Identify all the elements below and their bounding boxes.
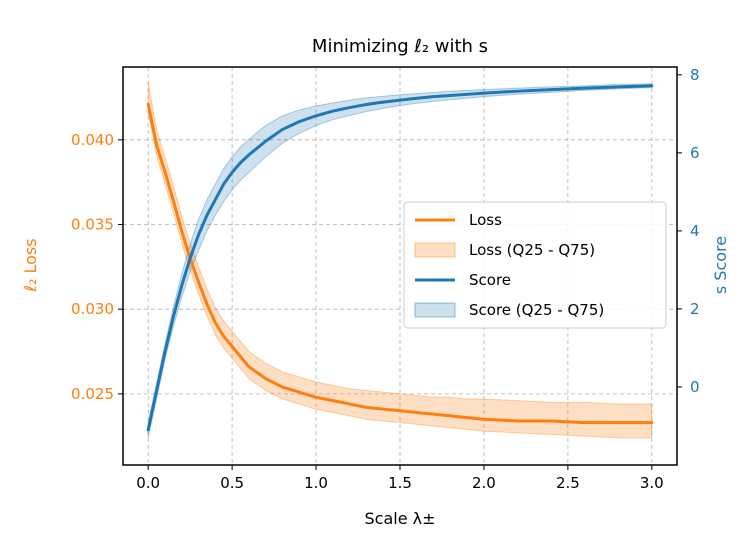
y-right-tick-label: 2 (690, 300, 700, 318)
legend-label: Score (469, 271, 511, 289)
y-left-tick-label: 0.040 (71, 131, 114, 149)
legend-box (403, 201, 667, 329)
y-right-tick-label: 8 (690, 66, 700, 84)
score-line (146, 84, 654, 432)
legend-label: Score (Q25 - Q75) (469, 301, 604, 319)
y-left-tick-label: 0.030 (71, 300, 114, 318)
y-left-tick-label: 0.025 (71, 385, 114, 403)
legend-band-swatch (414, 242, 456, 258)
legend-label: Loss (469, 211, 502, 229)
x-axis-label: Scale λ± (364, 509, 435, 528)
quantile-bands (147, 82, 653, 439)
score-quantile-band (147, 83, 653, 438)
x-tick-label: 2.0 (472, 474, 496, 492)
loss-quantile-band (147, 82, 653, 439)
y-axis-left-label: ℓ₂ Loss (21, 238, 40, 292)
loss-line (146, 102, 654, 425)
legend: Loss Loss (Q25 - Q75) Score Score (Q25 - Q7… (403, 201, 667, 329)
y-left-tick-label: 0.035 (71, 216, 114, 234)
legend-band-swatch (414, 302, 456, 318)
x-tick-label: 1.0 (304, 474, 328, 492)
series-lines (146, 84, 654, 432)
chart-title: Minimizing ℓ₂ with s (312, 36, 488, 57)
y-right-tick-label: 4 (690, 222, 700, 240)
x-tick-label: 1.5 (388, 474, 412, 492)
x-tick-label: 3.0 (640, 474, 664, 492)
y-axis-right-label: s Score (711, 236, 730, 294)
legend-label: Loss (Q25 - Q75) (469, 241, 595, 259)
y-right-tick-label: 0 (690, 378, 700, 396)
y-right-tick-label: 6 (690, 144, 700, 162)
y-axis-left: 0.025 0.030 0.035 0.040 (71, 131, 123, 403)
x-axis: 0.0 0.5 1.0 1.5 2.0 2.5 3.0 (136, 465, 664, 492)
x-tick-label: 2.5 (556, 474, 580, 492)
x-tick-label: 0.0 (136, 474, 160, 492)
x-tick-label: 0.5 (220, 474, 244, 492)
y-axis-right: 0 2 4 6 8 (677, 66, 700, 396)
